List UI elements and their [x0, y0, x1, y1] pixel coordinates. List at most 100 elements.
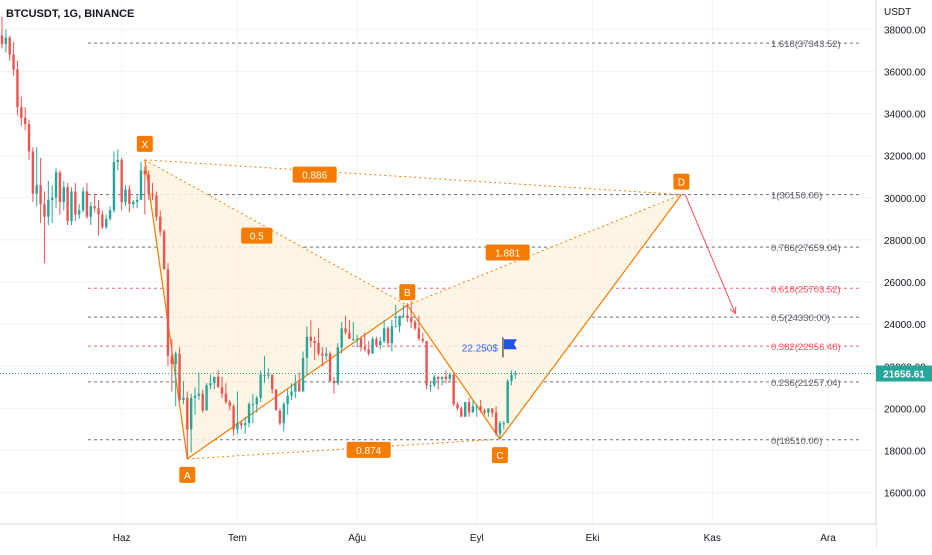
candle-body [182, 397, 185, 400]
candle [39, 157, 42, 224]
candle-body [116, 159, 119, 162]
pattern-diagonal-XD [144, 159, 682, 196]
candle-body [74, 191, 77, 215]
candle-body [178, 353, 181, 400]
fib-level-label: 0.618(25703.52) [771, 284, 841, 295]
candle-body [50, 197, 54, 200]
candle-body [35, 185, 38, 194]
candle-body [467, 402, 471, 413]
candle [448, 372, 451, 381]
pattern-point-B-bg [399, 284, 416, 301]
candle-body [170, 355, 174, 365]
candle [274, 389, 278, 411]
candle [143, 166, 147, 215]
pattern-point-X-bg [136, 135, 153, 152]
ratio-label-text: 1.881 [495, 249, 520, 260]
candle [174, 351, 177, 407]
candle [101, 210, 104, 230]
candle-body [514, 373, 517, 375]
candle-body [460, 408, 463, 417]
candle [66, 183, 69, 226]
ratio-label-bg [485, 244, 530, 261]
candle-body [93, 206, 96, 209]
candle [170, 338, 174, 392]
candle [286, 389, 289, 415]
candle-body [216, 376, 220, 388]
ratio-label-text: 0.886 [302, 171, 327, 182]
candle [352, 322, 355, 341]
candle [236, 391, 239, 434]
grid-layer [0, 0, 876, 524]
candle-body [8, 37, 11, 55]
candle [112, 151, 116, 213]
candle [58, 170, 62, 215]
candle [305, 326, 309, 375]
candle [498, 421, 502, 440]
candle-body [506, 380, 509, 424]
last-price-tag [876, 365, 932, 382]
last-price-label: 21656.61 [883, 369, 925, 380]
candle [116, 149, 119, 171]
candle-body [309, 336, 312, 341]
candle [147, 170, 150, 200]
candle [220, 376, 224, 398]
candle [205, 383, 208, 411]
time-axis[interactable]: Haz Tem Ağu Eyl Eki Kas Ara [0, 523, 876, 550]
candle [444, 370, 448, 384]
candle [502, 421, 505, 430]
candle-body [120, 159, 123, 202]
candle [464, 402, 467, 417]
ratio-label: 0.5 [241, 227, 273, 244]
candle [97, 199, 100, 236]
candle [178, 347, 181, 403]
candle [27, 119, 31, 160]
candle-body [236, 423, 239, 430]
candles-layer [0, 16, 517, 459]
projection-arrow-head [729, 306, 737, 315]
candle [514, 370, 517, 379]
harmonic-pattern-layer [144, 159, 682, 460]
candle [491, 408, 494, 417]
price-axis[interactable]: USDT16000.0018000.0020000.0022000.002400… [875, 0, 932, 550]
candle [43, 191, 46, 264]
symbol-title: BTCUSDT, 1G, BINANCE [6, 8, 135, 20]
candle [197, 372, 201, 400]
y-tick-label: 20000.00 [884, 404, 926, 415]
candle [348, 319, 351, 339]
candle [301, 351, 305, 392]
candle [471, 399, 475, 413]
ratio-label: 1.881 [485, 244, 530, 261]
candle-body [452, 374, 455, 405]
candle-body [301, 357, 305, 392]
candle-body [448, 374, 451, 379]
candle [159, 210, 162, 236]
candle-body [4, 37, 8, 45]
candle-body [259, 374, 262, 398]
candle [209, 374, 212, 390]
candle [105, 214, 108, 230]
candle-body [101, 214, 104, 228]
candle [467, 397, 471, 417]
candle [108, 206, 112, 221]
candle [290, 383, 293, 400]
x-tick-label: Kas [704, 533, 721, 544]
candle [382, 319, 386, 344]
candle [120, 157, 123, 211]
candle [313, 336, 316, 360]
candle-body [421, 338, 424, 341]
candle-body [475, 406, 478, 408]
time-axis-bg [0, 524, 876, 550]
candle-body [479, 406, 482, 411]
candle [47, 180, 50, 226]
pattern-point-B-text: B [404, 288, 411, 299]
candle [155, 191, 158, 221]
candle-body [340, 328, 343, 348]
candle-body [494, 412, 498, 434]
candle-body [108, 210, 112, 219]
pattern-diagonal-XB [144, 159, 408, 306]
candle [375, 336, 378, 348]
fib-level-label: 1(30150.00) [771, 191, 822, 202]
annotation-layer[interactable]: X A B C D 0.886 0.5 1.881 0.874 22.250$ [0, 135, 876, 483]
candle [31, 147, 35, 202]
